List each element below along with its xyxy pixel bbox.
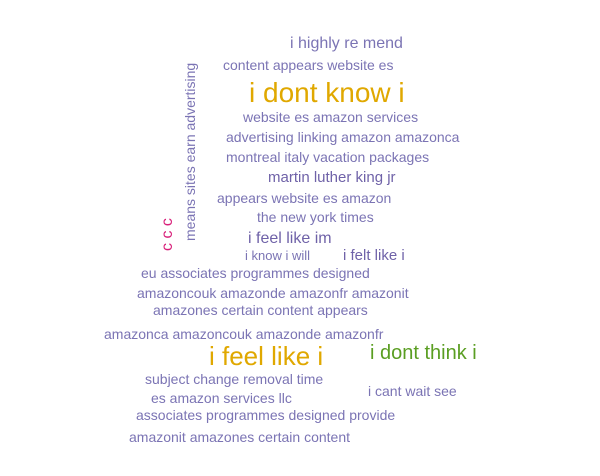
word-amazonca-amazoncouk-amazonde-amazonfr: amazonca amazoncouk amazonde amazonfr <box>104 326 384 342</box>
word-c-c-c: c c c <box>159 218 176 251</box>
word-i-felt-like-i: i felt like i <box>343 247 405 264</box>
word-i-highly-re-mend: i highly re mend <box>290 35 403 52</box>
word-appears-website-es-amazon: appears website es amazon <box>217 190 392 206</box>
word-eu-associates-programmes-designed: eu associates programmes designed <box>141 265 370 281</box>
word-amazonit-amazones-certain-content: amazonit amazones certain content <box>129 429 351 445</box>
word-the-new-york-times: the new york times <box>257 209 374 225</box>
word-martin-luther-king-jr: martin luther king jr <box>268 169 396 186</box>
word-i-know-i-will: i know i will <box>245 248 311 263</box>
word-amazoncouk-amazonde-amazonfr-amazonit: amazoncouk amazonde amazonfr amazonit <box>137 285 409 301</box>
word-i-feel-like-i: i feel like i <box>209 341 324 371</box>
word-subject-change-removal-time: subject change removal time <box>145 371 324 387</box>
word-es-amazon-services-llc: es amazon services llc <box>151 390 292 406</box>
word-i-cant-wait-see: i cant wait see <box>368 383 457 399</box>
word-montreal-italy-vacation-packages: montreal italy vacation packages <box>226 149 430 165</box>
word-i-feel-like-im: i feel like im <box>248 230 332 247</box>
word-amazones-certain-content-appears: amazones certain content appears <box>153 302 368 318</box>
word-means-sites-earn-advertising: means sites earn advertising <box>182 62 198 241</box>
word-advertising-linking-amazon-amazonca: advertising linking amazon amazonca <box>226 129 460 145</box>
word-associates-programmes-designed-provide: associates programmes designed provide <box>136 407 396 423</box>
word-i-dont-think-i: i dont think i <box>370 342 477 364</box>
word-website-es-amazon-services: website es amazon services <box>243 109 419 125</box>
word-i-dont-know-i: i dont know i <box>249 77 405 108</box>
word-content-appears-website-es: content appears website es <box>223 57 394 73</box>
